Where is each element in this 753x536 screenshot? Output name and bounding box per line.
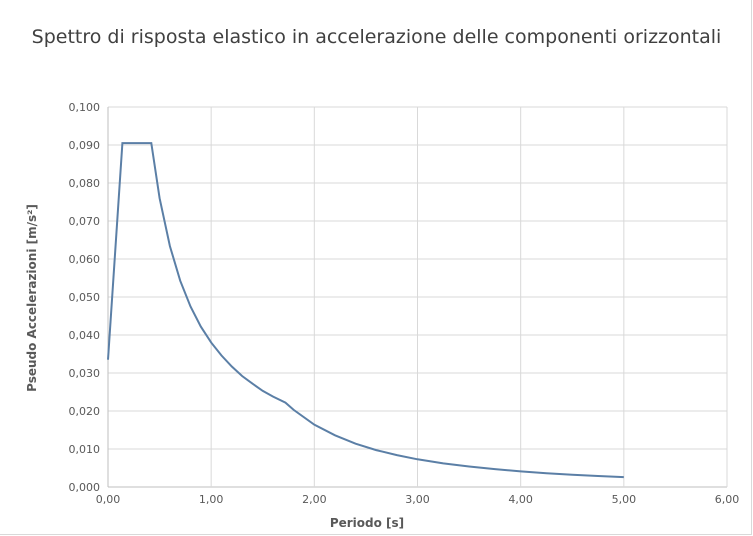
y-tick-label: 0,090 bbox=[69, 139, 101, 152]
y-tick-label: 0,070 bbox=[69, 215, 101, 228]
y-tick-label: 0,030 bbox=[69, 367, 101, 380]
x-axis-label: Periodo [s] bbox=[330, 516, 404, 530]
y-tick-label: 0,020 bbox=[69, 405, 101, 418]
y-axis-ticks: 0,000 0,010 0,020 0,030 0,040 0,050 0,060 0,070… bbox=[69, 101, 101, 494]
gridlines bbox=[107, 106, 728, 488]
y-tick-label: 0,050 bbox=[69, 291, 101, 304]
y-axis-label: Pseudo Accelerazioni [m/s²] bbox=[25, 204, 39, 392]
y-tick-label: 0,040 bbox=[69, 329, 101, 342]
x-tick-label: 0,00 bbox=[96, 493, 121, 506]
x-tick-label: 2,00 bbox=[302, 493, 327, 506]
x-tick-label: 6,00 bbox=[715, 493, 740, 506]
x-axis-ticks: 0,00 1,00 2,00 3,00 4,00 5,00 6,00 bbox=[96, 493, 740, 506]
series-line bbox=[107, 142, 624, 479]
y-tick-label: 0,080 bbox=[69, 177, 101, 190]
y-tick-label: 0,060 bbox=[69, 253, 101, 266]
x-tick-label: 4,00 bbox=[508, 493, 533, 506]
y-tick-label: 0,100 bbox=[69, 101, 101, 114]
x-tick-label: 1,00 bbox=[199, 493, 224, 506]
y-tick-label: 0,000 bbox=[69, 481, 101, 494]
chart-title: Spettro di risposta elastico in accelera… bbox=[31, 26, 722, 48]
y-tick-label: 0,010 bbox=[69, 443, 101, 456]
x-tick-label: 5,00 bbox=[612, 493, 637, 506]
x-tick-label: 3,00 bbox=[405, 493, 430, 506]
